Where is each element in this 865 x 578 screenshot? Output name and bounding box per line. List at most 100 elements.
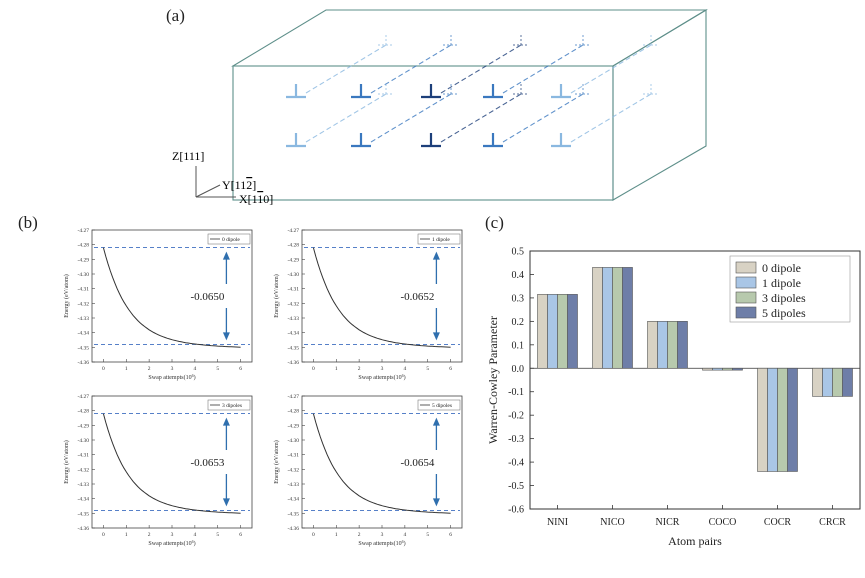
bar-legend-label: 3 dipoles — [762, 291, 806, 305]
energy-ytick-label: -4.32 — [288, 467, 300, 473]
y-axis-label: Y[112] — [222, 178, 256, 192]
bar-xtick-label: CRCR — [819, 517, 846, 528]
energy-xtick-label: 0 — [102, 532, 105, 538]
energy-xtick-label: 6 — [239, 532, 242, 538]
energy-ytick-label: -4.32 — [288, 301, 300, 307]
bar-ytick-label: -0.4 — [508, 458, 524, 469]
bar-xtick-label: NICR — [656, 517, 680, 528]
bar-nicr-3 — [677, 321, 688, 369]
bar-ytick-label: -0.6 — [508, 505, 524, 516]
panel-label-b: (b) — [18, 213, 38, 232]
energy-curve — [102, 413, 241, 514]
energy-xtick-label: 3 — [171, 532, 174, 538]
energy-legend-box — [417, 233, 461, 245]
box-front-face — [232, 65, 614, 201]
energy-xtick-label: 3 — [381, 532, 384, 538]
dislocation-dash-line — [570, 93, 652, 143]
energy-xtick-label: 5 — [426, 366, 429, 372]
energy-ytick-label: -4.34 — [78, 497, 90, 503]
energy-plot-0: -4.27 -4.28 -4.29 -4.30 -4.31 -4.32 -4.33 -4.34… — [63, 228, 253, 382]
energy-ytick-label: -4.30 — [288, 272, 300, 278]
energy-xtick-label: 2 — [148, 532, 151, 538]
energy-xtick-label: 0 — [312, 532, 315, 538]
energy-xtick-label: 1 — [125, 366, 128, 372]
energy-ytick-label: -4.36 — [288, 360, 300, 366]
energy-plots: -4.27 -4.28 -4.29 -4.30 -4.31 -4.32 -4.33 -4.34… — [63, 228, 463, 547]
energy-ylabel: Energy (eV/atom) — [273, 440, 280, 483]
dislocation-dash-line — [370, 44, 452, 94]
energy-legend-box — [207, 233, 251, 245]
delta-arrowhead-up — [432, 251, 440, 260]
delta-arrowhead-up — [222, 417, 230, 426]
bar-legend-swatch — [735, 276, 757, 289]
energy-plot-1: -4.27 -4.28 -4.29 -4.30 -4.31 -4.32 -4.33 -4.34… — [273, 228, 463, 382]
bar-ytick-label: -0.1 — [508, 387, 524, 398]
energy-xtick-label: 3 — [171, 366, 174, 372]
energy-ytick-label: -4.31 — [288, 287, 300, 293]
bar-nicr-0 — [647, 321, 658, 369]
energy-ytick-label: -4.31 — [78, 453, 90, 459]
bar-crcr-0 — [812, 367, 823, 397]
bar-coco-0 — [702, 367, 713, 371]
bar-ytick-label: 0.2 — [512, 317, 525, 328]
bar-xtick-label: COCR — [764, 517, 792, 528]
bar-nico-0 — [592, 267, 603, 369]
energy-ytick-label: -4.29 — [78, 257, 90, 263]
energy-xtick-label: 1 — [335, 532, 338, 538]
box-top-face — [231, 9, 708, 67]
energy-ytick-label: -4.27 — [288, 228, 300, 234]
energy-xtick-label: 5 — [216, 532, 219, 538]
energy-ytick-label: -4.29 — [288, 423, 300, 429]
energy-xlabel: Swap attempts(106) — [358, 373, 405, 382]
bar-legend-swatch — [735, 306, 757, 319]
energy-ytick-label: -4.28 — [288, 409, 300, 415]
bar-nico-3 — [622, 267, 633, 369]
bar-cocr-3 — [787, 367, 798, 472]
energy-ytick-label: -4.28 — [288, 243, 300, 249]
panel-label-c: (c) — [485, 213, 504, 232]
panel-label-a: (a) — [166, 6, 185, 25]
energy-ytick-label: -4.27 — [78, 394, 90, 400]
bar-coco-3 — [732, 367, 743, 371]
energy-legend-label: 0 dipole — [222, 237, 240, 243]
energy-ytick-label: -4.32 — [78, 467, 90, 473]
energy-xtick-label: 6 — [449, 532, 452, 538]
energy-ytick-label: -4.35 — [78, 345, 90, 351]
energy-delta-label: -0.0653 — [190, 457, 224, 469]
dislocation-dash-line — [502, 93, 584, 143]
bar-coco-2 — [722, 367, 733, 371]
dislocation-dash-line — [440, 44, 522, 94]
bar-ytick-label: -0.2 — [508, 411, 524, 422]
energy-ylabel: Energy (eV/atom) — [63, 440, 70, 483]
bar-ytick-label: 0.0 — [512, 364, 525, 375]
energy-plot-frame — [91, 229, 253, 363]
energy-ylabel: Energy (eV/atom) — [63, 274, 70, 317]
bar-nicr-1 — [657, 321, 668, 369]
energy-curve — [312, 247, 451, 348]
bar-coco-1 — [712, 367, 723, 371]
bar-chart-frame — [529, 250, 861, 510]
energy-legend-label: 5 dipoles — [432, 403, 452, 409]
energy-ylabel: Energy (eV/atom) — [273, 274, 280, 317]
energy-xtick-label: 2 — [358, 366, 361, 372]
bar-ylabel: Warren-Cowley Parameter — [486, 316, 500, 444]
energy-xlabel: Swap attempts(106) — [148, 373, 195, 382]
energy-ytick-label: -4.35 — [78, 511, 90, 517]
delta-arrowhead-up — [222, 251, 230, 260]
dislocation-dash-line — [370, 93, 452, 143]
energy-ytick-label: -4.30 — [288, 438, 300, 444]
x-axis-label: X[110] — [239, 192, 273, 206]
bar-ytick-label: 0.5 — [512, 247, 525, 258]
energy-xtick-label: 4 — [403, 366, 406, 372]
energy-ytick-label: -4.31 — [288, 453, 300, 459]
dislocation-box-diagram — [231, 9, 708, 201]
warren-cowley-bar-chart: 0.5 0.4 0.3 0.2 0.1 0.0 -0.1 -0.2 -0.3 -0.4 -0.5 -0… — [486, 247, 861, 548]
energy-ytick-label: -4.28 — [78, 409, 90, 415]
bar-xlabel: Atom pairs — [668, 534, 722, 548]
energy-legend-label: 3 dipoles — [222, 403, 242, 409]
dislocation-dash-line — [502, 44, 584, 94]
energy-plot-frame — [91, 395, 253, 529]
bar-legend-swatch — [735, 261, 757, 274]
bar-xtick-label: NICO — [600, 517, 624, 528]
energy-ytick-label: -4.33 — [78, 316, 90, 322]
